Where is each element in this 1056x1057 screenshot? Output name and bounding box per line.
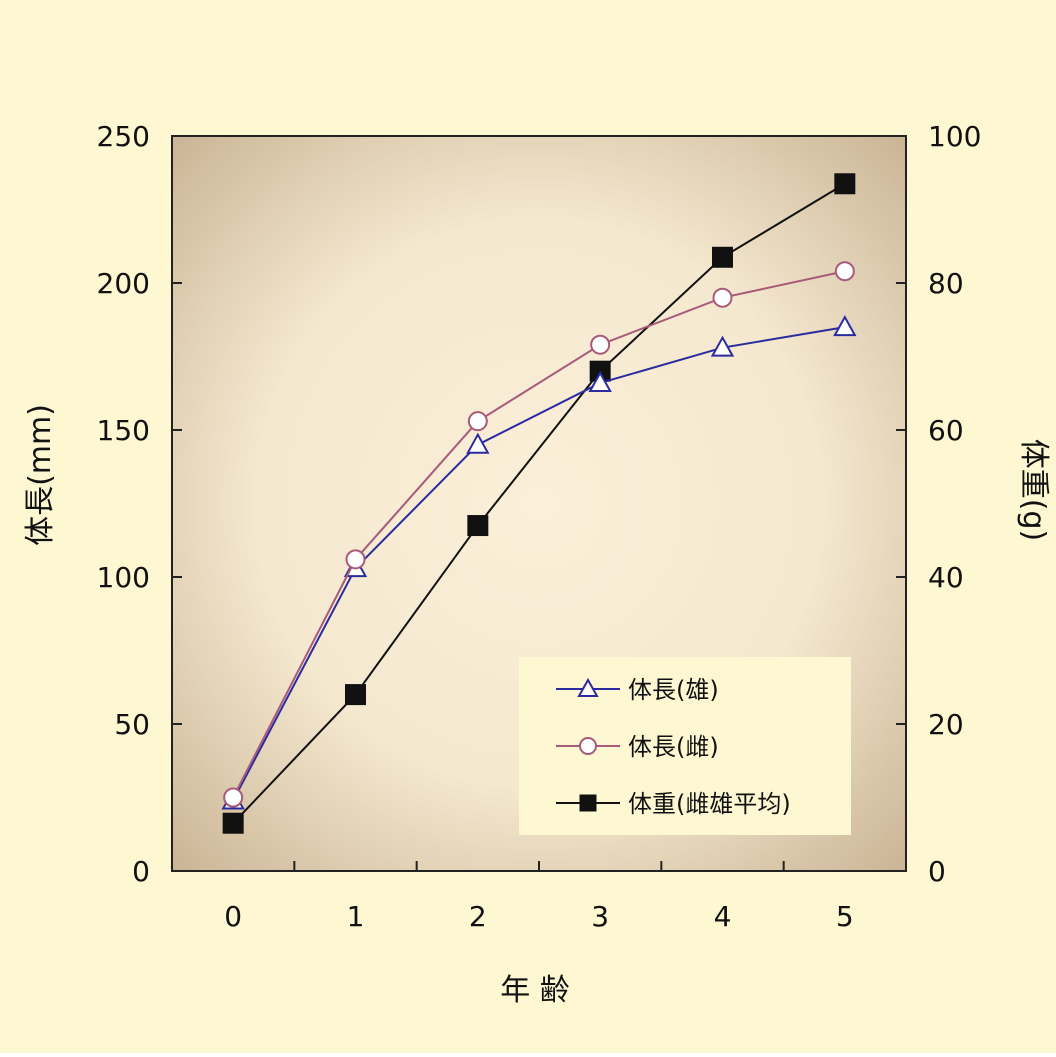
y-right-tick-label: 100: [928, 120, 981, 153]
data-point: [588, 370, 612, 392]
y-left-tick-label: 100: [97, 561, 150, 594]
y-left-tick-label: 200: [97, 267, 150, 300]
series-line: [232, 326, 845, 801]
data-point: [345, 549, 366, 570]
series-line: [232, 270, 846, 798]
series-2: [222, 173, 856, 834]
data-point: [834, 261, 855, 282]
y-left-tick-label: 50: [114, 708, 150, 741]
data-point: [712, 246, 733, 268]
y-right-tick-label: 60: [928, 414, 964, 447]
x-tick-label: 4: [714, 900, 732, 933]
y-right-tick-label: 0: [928, 855, 946, 888]
series-0: [221, 315, 857, 810]
x-tick-label: 2: [469, 900, 487, 933]
legend-swatch-marker: [579, 794, 597, 812]
y-left-tick-label: 150: [97, 414, 150, 447]
data-point: [833, 315, 857, 337]
y-right-tick-label: 40: [928, 561, 964, 594]
data-point: [834, 173, 856, 195]
y-axis-right-title: 体重(g): [1016, 439, 1051, 541]
data-point: [223, 787, 244, 808]
legend-swatch-marker: [579, 737, 597, 755]
data-point: [345, 684, 366, 706]
data-point: [466, 432, 490, 454]
data-point: [710, 335, 735, 357]
legend-swatch-marker: [577, 677, 599, 697]
series-layer: [221, 173, 857, 834]
x-tick-label: 0: [224, 900, 242, 933]
y-left-tick-label: 0: [132, 855, 150, 888]
y-axis-left-title: 体長(mm): [23, 404, 58, 546]
data-point: [222, 812, 244, 834]
data-point: [590, 334, 611, 355]
legend-label: 体長(雌): [628, 733, 719, 761]
data-point: [467, 515, 489, 537]
y-right-tick-label: 80: [928, 267, 964, 300]
x-tick-label: 1: [347, 900, 365, 933]
y-left-tick-label: 250: [97, 120, 150, 153]
series-1: [223, 261, 855, 808]
data-point: [467, 411, 488, 432]
x-tick-label: 5: [836, 900, 854, 933]
legend-label: 体長(雄): [628, 676, 719, 704]
legend: 体長(雄) 体長(雌) 体重(雌雄平均): [519, 657, 851, 835]
y-right-tick-label: 20: [928, 708, 964, 741]
x-tick-label: 3: [591, 900, 609, 933]
series-line: [232, 182, 846, 824]
data-point: [712, 287, 733, 308]
x-axis-title: 年 齢: [500, 973, 570, 1008]
legend-label: 体重(雌雄平均): [628, 790, 791, 818]
